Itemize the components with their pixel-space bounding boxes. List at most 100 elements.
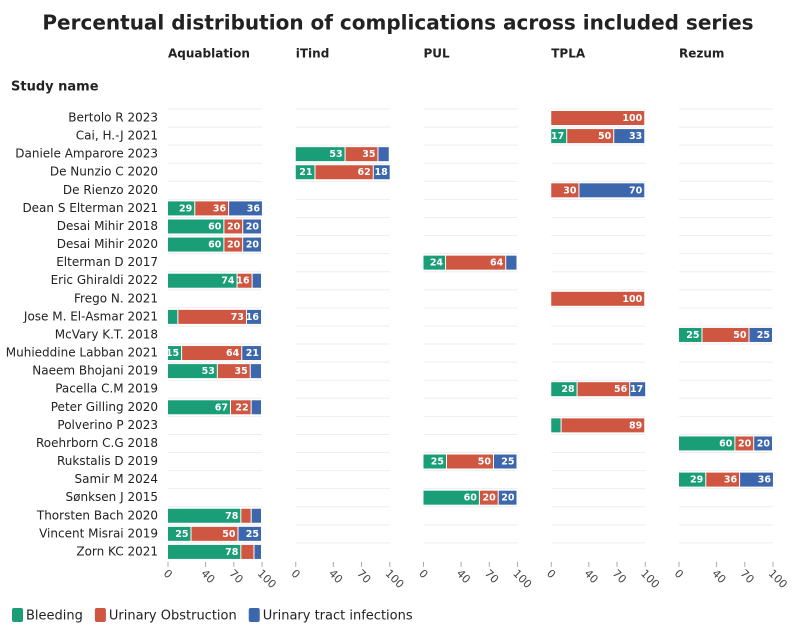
value-label: 18 (374, 167, 388, 178)
value-label: 25 (246, 529, 259, 540)
value-label: 25 (757, 330, 770, 341)
panel-title: PUL (424, 47, 451, 61)
legend-label: Urinary Obstruction (109, 609, 237, 624)
bar-segment (735, 436, 754, 451)
value-label: 35 (234, 366, 247, 377)
value-label: 64 (226, 348, 240, 359)
value-label: 15 (166, 348, 179, 359)
row-label: Frego N. 2021 (74, 291, 158, 305)
bar-segment (168, 400, 230, 415)
value-label: 64 (490, 258, 504, 269)
row-label: Zorn KC 2021 (76, 544, 158, 558)
bar-segment (251, 400, 261, 415)
row-label: Naeem Bhojani 2019 (32, 364, 158, 378)
value-label: 30 (563, 185, 577, 196)
row-label: Daniele Amparore 2023 (15, 147, 158, 161)
row-label: Peter Gilling 2020 (51, 400, 158, 414)
bar-segment (423, 490, 479, 505)
row-label: Sønksen J 2015 (66, 490, 158, 504)
value-label: 24 (430, 258, 444, 269)
value-label: 50 (598, 131, 612, 142)
bar-segment (749, 327, 772, 342)
panel-title: Rezum (679, 47, 724, 61)
bar-segment (423, 255, 446, 270)
row-label: Muhieddine Labban 2021 (6, 346, 158, 360)
bar-segment (754, 436, 772, 451)
bar-segment (614, 129, 645, 144)
bar-segment (551, 418, 561, 433)
bar-segment (224, 219, 243, 234)
bar-segment (630, 382, 646, 397)
bar-segment (168, 201, 195, 216)
x-tick-label: 70 (354, 567, 373, 586)
value-label: 20 (482, 493, 496, 504)
value-label: 35 (362, 149, 375, 160)
value-label: 73 (231, 312, 244, 323)
value-label: 53 (202, 366, 215, 377)
row-label: Elterman D 2017 (56, 255, 158, 269)
row-label: Eric Ghiraldi 2022 (51, 273, 158, 287)
x-tick-label: 100 (383, 567, 407, 591)
value-label: 50 (733, 330, 747, 341)
value-label: 78 (225, 547, 239, 558)
bar-segment (250, 364, 261, 379)
panel-title: iTind (296, 47, 330, 61)
value-label: 22 (235, 402, 248, 413)
row-label: Polverino P 2023 (57, 418, 158, 432)
row-label: Cai, H.-J 2021 (76, 129, 158, 143)
value-label: 25 (175, 529, 188, 540)
bar-segment (494, 454, 517, 469)
bar-segment (577, 382, 630, 397)
x-tick-label: 70 (738, 567, 757, 586)
y-axis-title: Study name (11, 80, 99, 95)
x-tick-label: 0 (161, 567, 175, 581)
value-label: 50 (222, 529, 236, 540)
bar-segment (498, 490, 517, 505)
value-label: 20 (246, 240, 260, 251)
value-label: 62 (358, 167, 371, 178)
row-label: Dean S Elterman 2021 (22, 201, 158, 215)
bar-segment (168, 526, 191, 541)
value-label: 17 (551, 131, 564, 142)
bar-segment (243, 219, 261, 234)
value-label: 60 (208, 221, 222, 232)
bar-segment (551, 291, 645, 306)
bar-segment (195, 201, 229, 216)
x-tick-label: 70 (482, 567, 501, 586)
value-label: 29 (690, 475, 703, 486)
value-label: 50 (478, 457, 492, 468)
bar-segment (506, 255, 517, 270)
legend-swatch (248, 608, 260, 622)
row-label: Desai Mihir 2020 (57, 237, 158, 251)
bar-segment (246, 309, 261, 324)
value-label: 36 (758, 475, 772, 486)
legend-swatch (94, 608, 106, 622)
row-label: Pacella C.M 2019 (55, 382, 158, 396)
bar-segment (378, 147, 389, 162)
bar-segment (447, 454, 493, 469)
row-label: Samir M 2024 (75, 472, 158, 486)
legend-swatch (12, 608, 23, 622)
value-label: 100 (622, 294, 642, 305)
value-label: 53 (329, 149, 342, 160)
row-label: Desai Mihir 2018 (57, 219, 158, 233)
bar-segment (295, 147, 345, 162)
bar-segment (224, 237, 243, 252)
bar-segment (551, 183, 579, 198)
value-label: 60 (464, 493, 478, 504)
bar-segment (168, 219, 224, 234)
bar-segment (740, 472, 773, 487)
value-label: 20 (501, 493, 515, 504)
bar-segment (423, 454, 446, 469)
bar-segment (679, 436, 735, 451)
value-label: 33 (629, 131, 642, 142)
bar-segment (237, 273, 252, 288)
bar-segment (373, 165, 390, 180)
bar-segment (168, 364, 217, 379)
bar-segment (551, 129, 567, 144)
value-label: 16 (236, 276, 250, 287)
value-label: 36 (213, 203, 227, 214)
row-label: Rukstalis D 2019 (57, 454, 158, 468)
x-tick-label: 40 (454, 567, 473, 586)
